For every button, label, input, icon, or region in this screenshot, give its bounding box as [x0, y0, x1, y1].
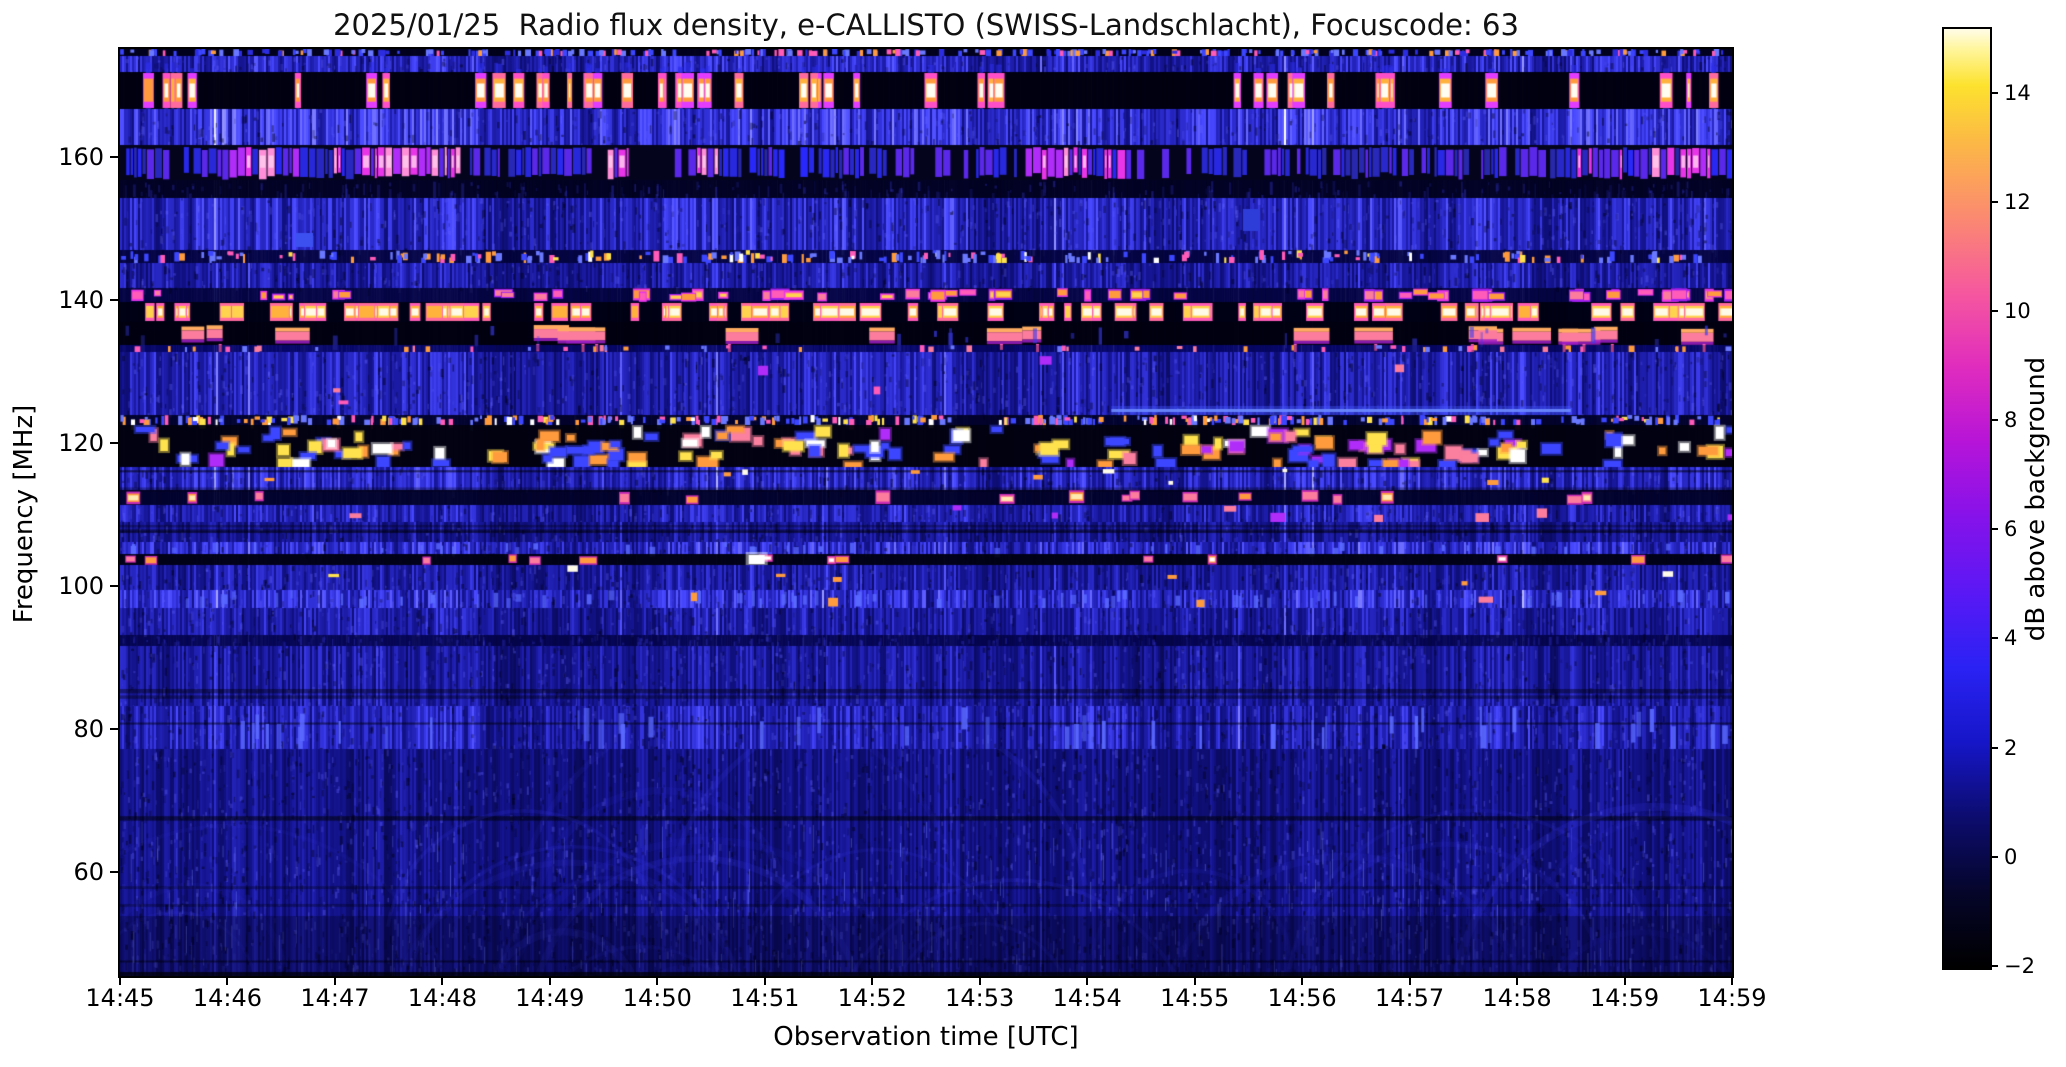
colorbar-tick-label: 8 [2004, 408, 2018, 433]
y-tick-label: 120 [58, 428, 104, 457]
x-tick-label: 14:45 [85, 984, 155, 1012]
colorbar-tick-label: 2 [2004, 735, 2018, 760]
x-tick-label: 14:48 [407, 984, 477, 1012]
colorbar-tick-mark [1990, 965, 1998, 967]
x-tick-mark [978, 976, 981, 985]
x-tick-mark [226, 976, 229, 985]
x-tick-label: 14:49 [515, 984, 585, 1012]
x-axis-label: Observation time [UTC] [773, 1022, 1079, 1052]
colorbar [1942, 27, 1992, 970]
x-tick-mark [1623, 976, 1626, 985]
colorbar-tick-label: 6 [2004, 517, 2018, 542]
colorbar-tick-mark [1990, 855, 1998, 858]
y-tick-label: 80 [73, 714, 104, 743]
colorbar-tick-mark [1990, 200, 1998, 203]
y-tick-label: 100 [58, 571, 104, 600]
y-tick-mark [110, 155, 119, 158]
x-tick-mark [1731, 976, 1733, 985]
colorbar-tick-label: 10 [2004, 298, 2031, 323]
y-tick-label: 140 [58, 285, 104, 314]
colorbar-tick-label: 12 [2004, 189, 2031, 214]
x-tick-label: 14:53 [945, 984, 1015, 1012]
y-tick-mark [110, 441, 119, 444]
y-tick-mark [110, 584, 119, 587]
x-tick-label: 14:56 [1267, 984, 1337, 1012]
colorbar-tick-label: −2 [2004, 954, 2035, 978]
colorbar-tick-label: 4 [2004, 626, 2018, 651]
x-tick-label: 14:52 [837, 984, 907, 1012]
x-tick-label: 14:58 [1482, 984, 1552, 1012]
x-tick-label: 14:54 [1052, 984, 1122, 1012]
colorbar-tick-label: 14 [2004, 80, 2031, 105]
x-tick-mark [1516, 976, 1519, 985]
colorbar-label: dB above background [2021, 356, 2051, 642]
x-tick-label: 14:51 [730, 984, 800, 1012]
colorbar-tick-mark [1990, 309, 1998, 312]
x-tick-mark [871, 976, 874, 985]
x-tick-mark [119, 976, 121, 985]
spectrogram-canvas [120, 49, 1732, 976]
x-tick-mark [656, 976, 659, 985]
colorbar-gradient [1944, 29, 1990, 968]
x-tick-label: 14:47 [300, 984, 370, 1012]
x-tick-label: 14:50 [622, 984, 692, 1012]
colorbar-tick-mark [1990, 419, 1998, 422]
plot-area [118, 47, 1734, 978]
x-tick-mark [1193, 976, 1196, 985]
colorbar-tick-mark [1990, 91, 1998, 94]
x-tick-mark [1408, 976, 1411, 985]
x-tick-label: 14:59 [1589, 984, 1660, 1012]
x-tick-label: 14:46 [192, 984, 263, 1012]
y-axis-label: Frequency [MHz] [9, 404, 39, 624]
x-tick-label: 14:57 [1375, 984, 1445, 1012]
x-tick-mark [548, 976, 551, 985]
x-tick-mark [441, 976, 444, 985]
colorbar-tick-mark [1990, 746, 1998, 749]
colorbar-tick-mark [1990, 637, 1998, 640]
plot-title: 2025/01/25 Radio flux density, e-CALLIST… [333, 8, 1519, 42]
y-tick-label: 160 [58, 142, 104, 171]
x-tick-mark [333, 976, 336, 985]
x-tick-mark [763, 976, 766, 985]
colorbar-tick-label: 0 [2004, 844, 2018, 869]
y-tick-mark [110, 870, 119, 873]
y-tick-mark [110, 727, 119, 730]
x-tick-label: 14:55 [1160, 984, 1230, 1012]
x-tick-label: 14:59 [1697, 984, 1767, 1012]
x-tick-mark [1301, 976, 1304, 985]
y-tick-label: 60 [73, 857, 104, 886]
x-tick-mark [1086, 976, 1089, 985]
y-tick-mark [110, 298, 119, 301]
colorbar-tick-mark [1990, 528, 1998, 531]
